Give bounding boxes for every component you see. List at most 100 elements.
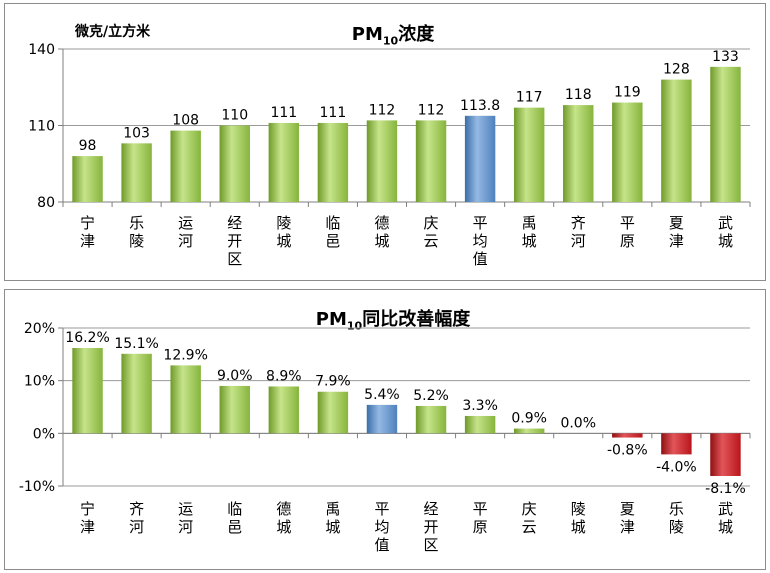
bar-齐河 [563, 105, 594, 202]
category-label: 陵城 [571, 500, 586, 536]
bar-德城 [268, 386, 300, 434]
category-label: 平均值 [374, 500, 389, 554]
category-label: 运河 [178, 500, 193, 536]
y-tick-label: 80 [37, 195, 55, 211]
data-label: -0.8% [607, 443, 648, 459]
bar-禹城 [317, 391, 349, 434]
data-label: 8.9% [266, 368, 302, 384]
y-tick-label: 110 [28, 119, 55, 135]
category-label: 乐陵 [669, 500, 684, 536]
bar-经开区 [415, 405, 447, 434]
data-label: 108 [172, 113, 199, 129]
bar-德城 [366, 120, 398, 202]
data-label: 112 [369, 102, 396, 118]
data-label: 12.9% [163, 347, 207, 363]
concentration-bar-chart: 80 110 140 98 宁津 103 乐陵 108 运河 110 经开区 111 陵城 111 临邑 11… [28, 42, 751, 268]
data-label: 0.0% [560, 415, 596, 431]
category-label: 宁津 [80, 214, 95, 250]
data-label: 5.4% [364, 387, 400, 403]
data-label: 112 [418, 102, 445, 118]
category-label: 夏津 [669, 214, 684, 250]
bar-运河 [170, 365, 201, 434]
data-label: 110 [221, 108, 248, 124]
chart-title-subscript: 10 [382, 34, 399, 48]
category-label: 齐河 [571, 214, 586, 250]
data-label: -4.0% [656, 459, 697, 475]
category-label: 禹城 [325, 500, 340, 536]
pm10-improvement-panel: PM10同比改善幅度 -10% 0% 10% 20% 16.2% 宁津 15.1% 齐河 12.… [4, 289, 766, 570]
bar-齐河 [121, 353, 152, 434]
category-label: 乐陵 [129, 214, 144, 250]
data-label: 0.9% [511, 411, 547, 427]
data-label: 117 [516, 90, 543, 106]
bar-平原 [612, 102, 643, 202]
bar-夏津 [661, 79, 692, 202]
data-label: 118 [565, 87, 592, 103]
data-label: 5.2% [413, 388, 449, 404]
category-label: 武城 [718, 500, 733, 536]
category-label: 德城 [276, 500, 291, 536]
category-label: 平原 [620, 214, 635, 250]
data-label: 113.8 [460, 98, 500, 114]
bar-禹城 [513, 107, 545, 202]
chart-title: PM10同比改善幅度 [13, 305, 770, 333]
bar-武城 [710, 66, 741, 202]
bar-经开区 [219, 125, 250, 202]
chart-title-rest: 同比改善幅度 [362, 309, 471, 330]
data-label: 3.3% [462, 398, 498, 414]
bar-陵城 [268, 122, 300, 202]
category-label: 宁津 [80, 500, 95, 536]
data-label: 133 [712, 49, 739, 65]
bar-乐陵 [121, 143, 152, 202]
chart-title-main: PM [315, 309, 347, 330]
bar-庆云 [415, 120, 447, 202]
bar-夏津 [612, 433, 643, 438]
category-label: 经开区 [424, 500, 439, 554]
data-label: -8.1% [705, 481, 746, 497]
bar-乐陵 [661, 433, 692, 455]
y-tick-label: -10% [19, 479, 55, 495]
category-label: 庆云 [424, 214, 439, 250]
data-label: 103 [123, 125, 150, 141]
improvement-bar-chart: -10% 0% 10% 20% 16.2% 宁津 15.1% 齐河 12.9% 运河 9.0% 临邑 8… [19, 321, 751, 554]
category-label: 夏津 [620, 500, 635, 536]
data-label: 128 [663, 62, 690, 78]
bar-宁津 [72, 156, 103, 202]
y-tick-label: 10% [24, 374, 55, 390]
category-label: 庆云 [522, 500, 537, 536]
category-label: 陵城 [276, 214, 291, 250]
bar-临邑 [317, 122, 349, 202]
pm10-concentration-panel: 微克/立方米 PM10浓度 80 110 140 98 宁津 103 乐陵 108 运河 110 经… [4, 3, 766, 281]
chart-title-main: PM [351, 24, 383, 45]
chart-title-subscript: 10 [346, 319, 363, 333]
data-label: 15.1% [114, 336, 158, 352]
bar-武城 [710, 433, 741, 476]
bar-宁津 [72, 348, 103, 434]
y-tick-label: 140 [28, 42, 55, 58]
unit-label: 微克/立方米 [75, 24, 151, 40]
data-label: 111 [270, 105, 297, 121]
category-label: 运河 [178, 214, 193, 250]
category-label: 齐河 [129, 500, 144, 536]
bar-临邑 [219, 385, 250, 434]
data-label: 98 [79, 138, 97, 154]
data-label: 7.9% [315, 374, 351, 390]
category-label: 临邑 [325, 214, 340, 250]
data-label: 16.2% [65, 330, 109, 346]
bar-运河 [170, 130, 201, 202]
chart-title-rest: 浓度 [398, 24, 435, 45]
data-label: 111 [320, 105, 347, 121]
category-label: 临邑 [227, 500, 242, 536]
bar-平均值 [366, 404, 398, 434]
category-label: 经开区 [227, 214, 242, 268]
bar-庆云 [513, 428, 545, 434]
category-label: 禹城 [522, 214, 537, 250]
data-label: 119 [614, 85, 641, 101]
category-label: 武城 [718, 214, 733, 250]
category-label: 平均值 [473, 214, 488, 268]
data-label: 9.0% [217, 368, 253, 384]
y-tick-label: 20% [24, 321, 55, 337]
bar-平均值 [464, 115, 496, 202]
category-label: 德城 [374, 214, 389, 250]
chart-title: PM10浓度 [13, 20, 770, 48]
